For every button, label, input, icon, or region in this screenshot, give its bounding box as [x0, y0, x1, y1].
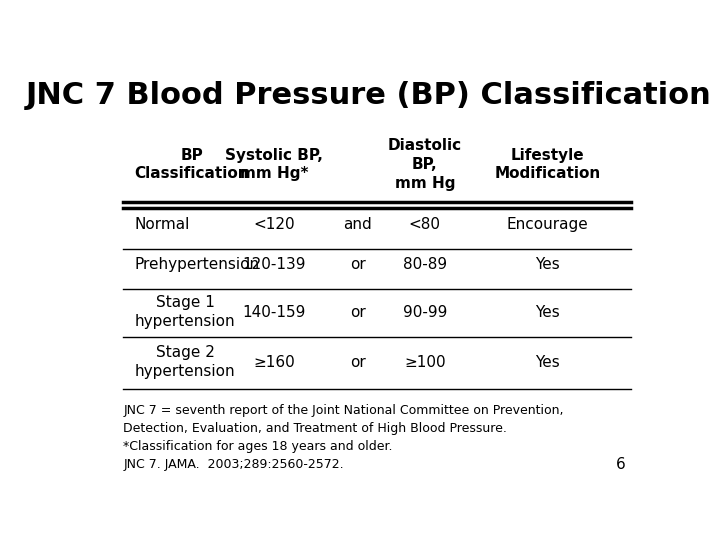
Text: <120: <120	[253, 218, 295, 232]
Text: Diastolic
BP,
mm Hg: Diastolic BP, mm Hg	[388, 138, 462, 191]
Text: Yes: Yes	[535, 257, 560, 272]
Text: ≥160: ≥160	[253, 355, 295, 369]
Text: Stage 2
hypertension: Stage 2 hypertension	[135, 345, 235, 379]
Text: Prehypertension: Prehypertension	[135, 257, 260, 272]
Text: ≥100: ≥100	[404, 355, 446, 369]
Text: Yes: Yes	[535, 305, 560, 320]
Text: 90-99: 90-99	[402, 305, 447, 320]
Text: and: and	[343, 218, 372, 232]
Text: or: or	[350, 305, 366, 320]
Text: 120-139: 120-139	[243, 257, 306, 272]
Text: 6: 6	[616, 457, 626, 472]
Text: Encourage: Encourage	[507, 218, 588, 232]
Text: Stage 1
hypertension: Stage 1 hypertension	[135, 295, 235, 329]
Text: 140-159: 140-159	[243, 305, 306, 320]
Text: <80: <80	[409, 218, 441, 232]
Text: JNC 7 Blood Pressure (BP) Classification: JNC 7 Blood Pressure (BP) Classification	[26, 82, 712, 111]
Text: or: or	[350, 257, 366, 272]
Text: Yes: Yes	[535, 355, 560, 369]
Text: Systolic BP,
mm Hg*: Systolic BP, mm Hg*	[225, 148, 323, 181]
Text: BP
Classification: BP Classification	[135, 148, 249, 181]
Text: Lifestyle
Modification: Lifestyle Modification	[495, 148, 600, 181]
Text: JNC 7 = seventh report of the Joint National Committee on Prevention,
Detection,: JNC 7 = seventh report of the Joint Nati…	[124, 404, 564, 471]
Text: 80-89: 80-89	[402, 257, 447, 272]
Text: or: or	[350, 355, 366, 369]
Text: Normal: Normal	[135, 218, 190, 232]
